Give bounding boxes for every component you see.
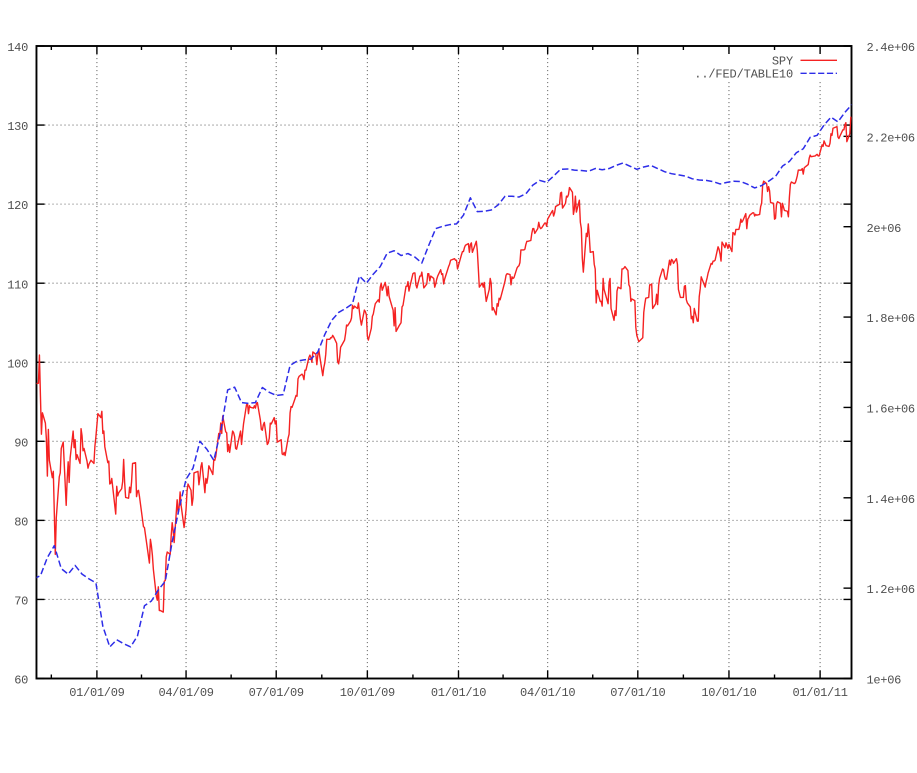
svg-text:2.2e+06: 2.2e+06 [867,131,915,145]
svg-text:100: 100 [7,357,28,371]
svg-text:120: 120 [7,199,28,213]
svg-text:1.4e+06: 1.4e+06 [867,493,915,507]
svg-text:2e+06: 2e+06 [867,222,902,236]
svg-text:90: 90 [14,436,28,450]
svg-text:01/01/09: 01/01/09 [69,686,124,700]
svg-text:1.6e+06: 1.6e+06 [867,403,915,417]
svg-text:01/01/11: 01/01/11 [792,686,847,700]
svg-text:70: 70 [14,595,28,609]
svg-text:110: 110 [7,278,28,292]
svg-text:07/01/10: 07/01/10 [610,686,665,700]
svg-text:140: 140 [7,41,28,55]
svg-text:04/01/09: 04/01/09 [158,686,213,700]
svg-text:80: 80 [14,515,28,529]
svg-text:2.4e+06: 2.4e+06 [867,41,915,55]
svg-text:07/01/09: 07/01/09 [249,686,304,700]
svg-text:130: 130 [7,120,28,134]
svg-text:01/01/10: 01/01/10 [431,686,486,700]
svg-text:10/01/10: 10/01/10 [701,686,756,700]
svg-text:1.8e+06: 1.8e+06 [867,312,915,326]
svg-text:60: 60 [14,674,28,688]
svg-text:../FED/TABLE10: ../FED/TABLE10 [694,67,793,81]
svg-text:10/01/09: 10/01/09 [340,686,395,700]
svg-text:1e+06: 1e+06 [867,674,902,688]
svg-text:1.2e+06: 1.2e+06 [867,583,915,597]
svg-text:SPY: SPY [772,54,793,68]
svg-text:04/01/10: 04/01/10 [520,686,575,700]
